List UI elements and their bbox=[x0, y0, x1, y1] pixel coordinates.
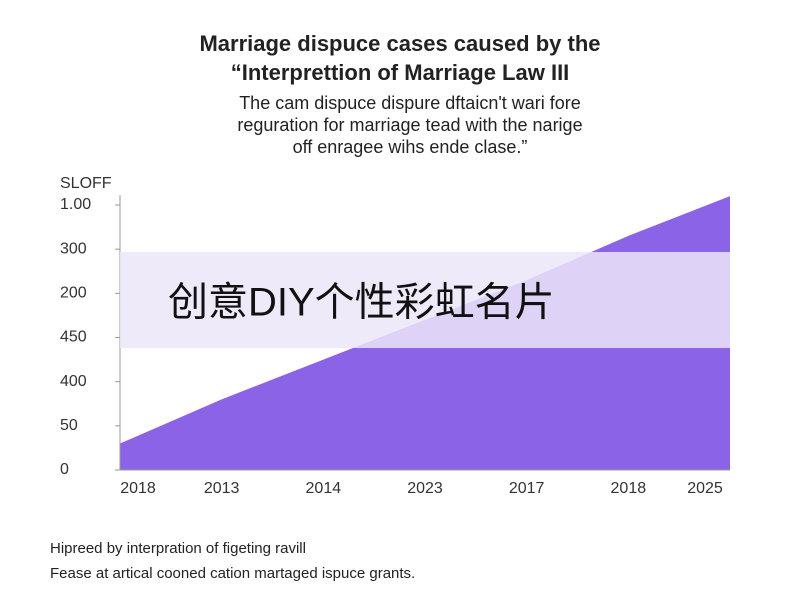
y-tick-label: 300 bbox=[60, 240, 87, 257]
x-tick-label: 2018 bbox=[611, 480, 647, 497]
footnote: Fease at artical cooned cation martaged … bbox=[50, 565, 415, 582]
y-axis-label: SLOFF bbox=[60, 175, 112, 192]
x-tick-label: 2017 bbox=[509, 480, 545, 497]
x-tick-label: 2014 bbox=[306, 480, 342, 497]
y-tick-label: 450 bbox=[60, 329, 87, 346]
watermark-band bbox=[120, 252, 730, 348]
y-tick-label: 50 bbox=[60, 417, 78, 434]
chart-title: “Interprettion of Marriage Law III bbox=[231, 60, 570, 85]
subtitle: The cam dispuce dispure dftaicn't wari f… bbox=[239, 93, 581, 113]
watermark: 创意DIY个性彩虹名片 bbox=[168, 281, 555, 325]
chart-title: Marriage dispuce cases caused by the bbox=[199, 31, 600, 56]
x-tick-label: 2023 bbox=[407, 480, 443, 497]
y-tick-label: 200 bbox=[60, 285, 87, 302]
footnote: Hipreed by interpration of figeting ravi… bbox=[50, 540, 306, 557]
x-tick-label: 2018 bbox=[120, 480, 156, 497]
y-tick-label: 0 bbox=[60, 461, 69, 478]
subtitle: reguration for marriage tead with the na… bbox=[237, 115, 582, 135]
x-tick-label: 2013 bbox=[204, 480, 240, 497]
y-tick-label: 1.00 bbox=[60, 196, 91, 213]
subtitle: off enragee wihs ende clase.” bbox=[293, 137, 528, 157]
x-tick-label: 2025 bbox=[687, 480, 723, 497]
y-tick-label: 400 bbox=[60, 373, 87, 390]
